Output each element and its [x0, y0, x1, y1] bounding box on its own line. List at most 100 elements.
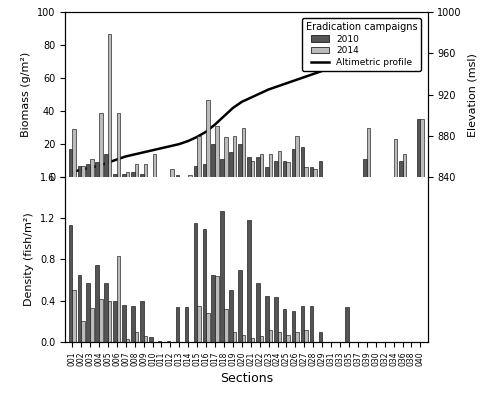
Bar: [265, 167, 268, 177]
Bar: [310, 167, 313, 177]
Bar: [367, 128, 370, 177]
Bar: [99, 113, 102, 177]
Bar: [113, 301, 117, 342]
Bar: [131, 172, 134, 177]
Bar: [300, 147, 304, 177]
Bar: [296, 136, 299, 177]
Bar: [250, 161, 254, 177]
Bar: [122, 305, 126, 342]
Bar: [81, 166, 84, 177]
Y-axis label: Biomass (g/m²): Biomass (g/m²): [22, 52, 32, 137]
Bar: [420, 119, 424, 177]
Bar: [274, 297, 278, 342]
Bar: [122, 174, 126, 177]
Bar: [304, 167, 308, 177]
Bar: [215, 126, 218, 177]
Bar: [313, 169, 317, 177]
Bar: [140, 174, 143, 177]
Bar: [417, 119, 420, 177]
Bar: [68, 225, 72, 342]
Bar: [78, 275, 81, 342]
Bar: [247, 220, 250, 342]
Bar: [265, 295, 268, 342]
Bar: [206, 100, 210, 177]
Bar: [206, 313, 210, 342]
Bar: [104, 283, 108, 342]
Bar: [260, 336, 263, 342]
Bar: [283, 309, 286, 342]
Bar: [134, 332, 138, 342]
Bar: [96, 265, 99, 342]
Bar: [242, 128, 246, 177]
Bar: [194, 223, 197, 342]
Bar: [72, 129, 76, 177]
Bar: [278, 332, 281, 342]
Bar: [238, 270, 242, 342]
Legend: 2010, 2014, Altimetric profile: 2010, 2014, Altimetric profile: [302, 18, 421, 71]
Bar: [233, 136, 236, 177]
Bar: [212, 275, 215, 342]
Bar: [144, 336, 147, 342]
Bar: [394, 139, 397, 177]
Bar: [126, 172, 130, 177]
Bar: [184, 307, 188, 342]
Bar: [81, 321, 84, 342]
Bar: [318, 332, 322, 342]
Bar: [212, 144, 215, 177]
Bar: [176, 175, 180, 177]
Bar: [224, 138, 228, 177]
Bar: [318, 161, 322, 177]
Bar: [90, 159, 94, 177]
Bar: [300, 306, 304, 342]
Bar: [346, 307, 349, 342]
Bar: [230, 152, 233, 177]
Bar: [256, 157, 260, 177]
Bar: [86, 283, 90, 342]
Bar: [131, 306, 134, 342]
Bar: [188, 175, 192, 177]
Bar: [202, 164, 206, 177]
Bar: [117, 256, 120, 342]
Bar: [108, 301, 112, 342]
Bar: [144, 164, 147, 177]
Bar: [247, 157, 250, 177]
Bar: [274, 161, 278, 177]
Bar: [230, 290, 233, 342]
Bar: [170, 169, 174, 177]
Bar: [292, 149, 296, 177]
Bar: [220, 211, 224, 342]
Bar: [402, 154, 406, 177]
Bar: [176, 307, 180, 342]
Bar: [158, 341, 162, 342]
Bar: [268, 330, 272, 342]
Bar: [86, 164, 90, 177]
Bar: [202, 229, 206, 342]
Bar: [99, 299, 102, 342]
Bar: [220, 159, 224, 177]
Bar: [278, 151, 281, 177]
Bar: [242, 335, 246, 342]
Bar: [108, 34, 112, 177]
Bar: [197, 306, 200, 342]
Bar: [167, 341, 170, 342]
Bar: [363, 159, 367, 177]
Bar: [399, 161, 402, 177]
Bar: [286, 335, 290, 342]
Bar: [152, 154, 156, 177]
Bar: [296, 332, 299, 342]
Bar: [260, 154, 263, 177]
Bar: [134, 164, 138, 177]
Bar: [149, 337, 152, 342]
Y-axis label: Elevation (msl): Elevation (msl): [468, 53, 477, 137]
Bar: [126, 339, 130, 342]
Bar: [104, 154, 108, 177]
Bar: [224, 309, 228, 342]
Bar: [68, 149, 72, 177]
Bar: [140, 301, 143, 342]
Bar: [238, 144, 242, 177]
Bar: [72, 290, 76, 342]
Bar: [96, 162, 99, 177]
Bar: [304, 330, 308, 342]
Bar: [117, 113, 120, 177]
Y-axis label: Density (fish/m²): Density (fish/m²): [24, 212, 34, 306]
